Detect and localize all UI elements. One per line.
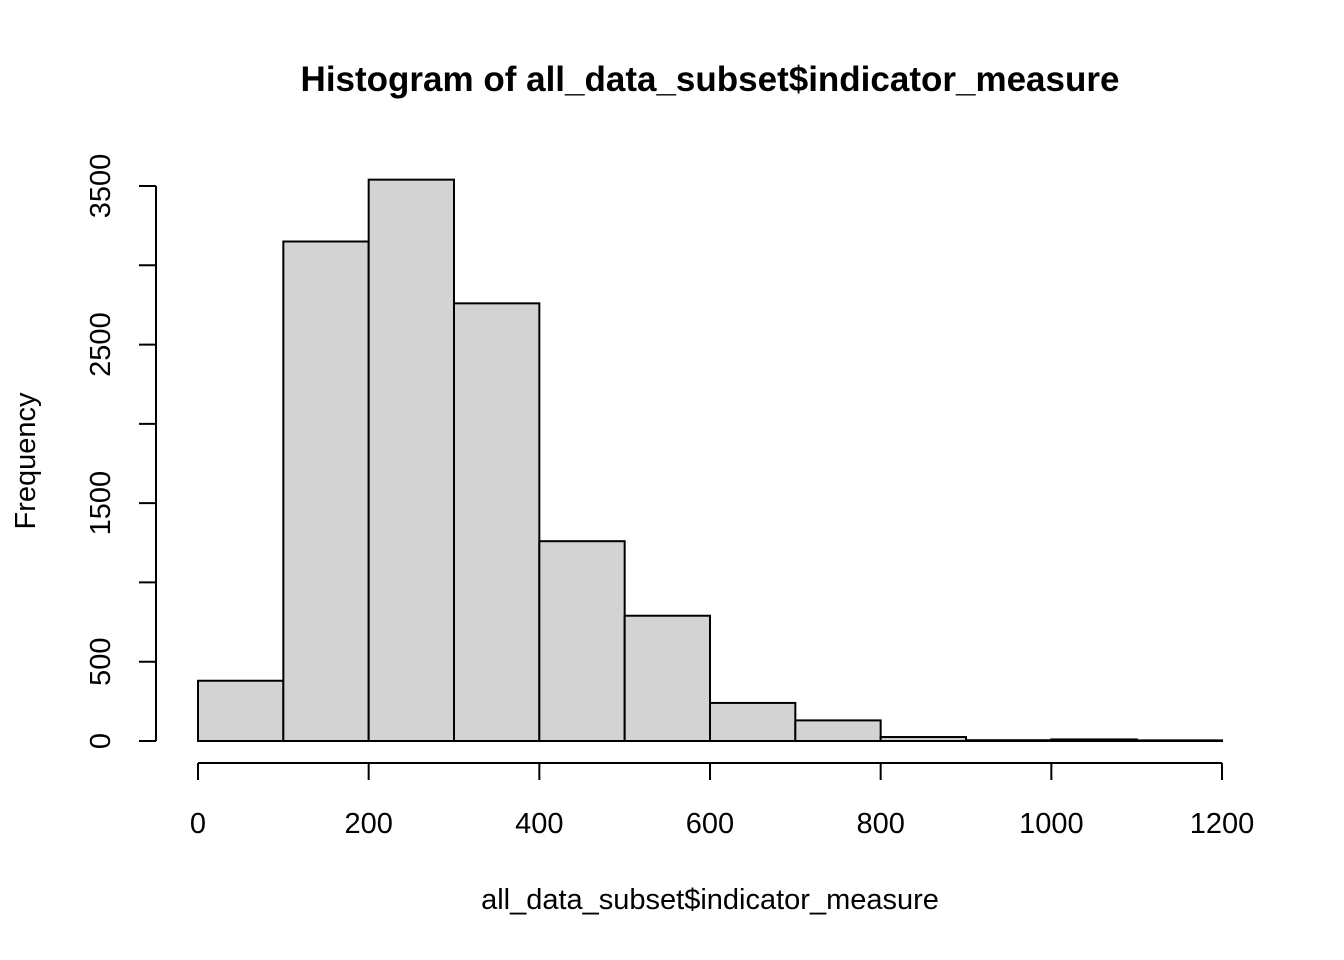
x-axis: 0 200 400 600 800 1000 1200 [190,762,1255,840]
y-axis: 0 500 1500 2500 3500 [85,154,157,749]
x-tick-label: 400 [515,808,563,840]
y-tick-label: 0 [85,733,117,749]
x-tick-label: 1200 [1190,808,1255,840]
y-tick-label: 500 [85,638,117,686]
histogram-bar-10 [965,739,1053,743]
x-tick-label: 200 [344,808,392,840]
x-axis-label: all_data_subset$indicator_measure [481,884,939,916]
histogram-bar-7 [709,701,797,743]
histogram-bar-6 [623,614,712,743]
y-tick-label: 2500 [85,312,117,377]
y-axis-label: Frequency [10,392,42,530]
chart-title: Histogram of all_data_subset$indicator_m… [301,60,1120,99]
histogram-bar-3 [367,178,455,742]
histogram-bar-5 [538,540,626,743]
histogram-bar-9 [879,736,968,742]
histogram-bar-2 [282,240,370,742]
histogram-bars [197,178,1223,743]
histogram-bar-1 [197,679,285,742]
x-tick-label: 1000 [1019,808,1084,840]
histogram-bar-11 [1050,738,1138,743]
histogram-bar-8 [794,719,882,743]
y-tick-label: 3500 [85,154,117,219]
x-tick-label: 0 [190,808,206,840]
x-tick-label: 600 [686,808,734,840]
histogram-bar-4 [453,302,541,742]
y-tick-label: 1500 [85,471,117,536]
histogram-bar-12 [1135,739,1223,743]
x-tick-label: 800 [856,808,904,840]
